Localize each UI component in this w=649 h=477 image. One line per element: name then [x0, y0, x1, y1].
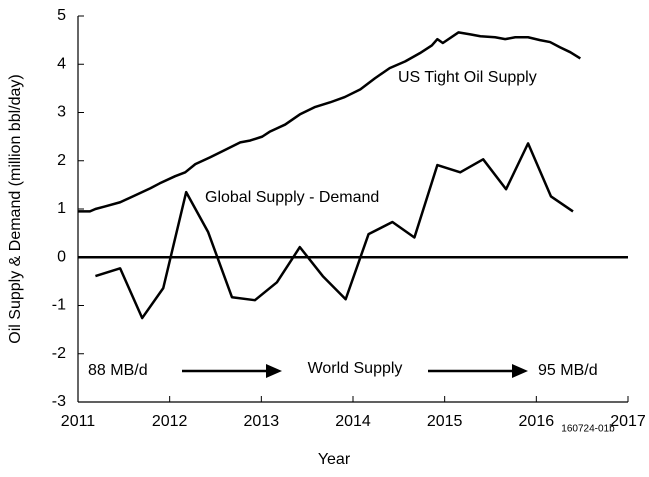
x-axis-title: Year: [318, 451, 351, 468]
arrow-head: [512, 364, 528, 378]
x-tick-label: 2012: [152, 413, 188, 430]
y-tick-label: -2: [52, 345, 66, 362]
y-axis-title: Oil Supply & Demand (million bbl/day): [7, 74, 24, 343]
annotation: 160724-01b: [561, 424, 615, 435]
x-tick-label: 2015: [427, 413, 463, 430]
annotation: 88 MB/d: [88, 362, 148, 379]
x-tick-label: 2017: [610, 413, 646, 430]
annotation: World Supply: [308, 360, 403, 377]
y-tick-label: -3: [52, 393, 66, 410]
y-tick-label: 4: [57, 55, 66, 72]
x-tick-label: 2013: [244, 413, 280, 430]
x-tick-label: 2014: [335, 413, 371, 430]
y-tick-label: 1: [57, 200, 66, 217]
series-label: US Tight Oil Supply: [398, 69, 537, 86]
arrow-head: [266, 364, 282, 378]
series-line: [78, 31, 581, 213]
annotation: 95 MB/d: [538, 362, 598, 379]
y-tick-label: -1: [52, 297, 66, 314]
x-tick-label: 2016: [519, 413, 555, 430]
y-tick-label: 2: [57, 152, 66, 169]
y-tick-label: 5: [57, 7, 66, 24]
y-tick-label: 3: [57, 104, 66, 121]
series-label: Global Supply - Demand: [205, 189, 379, 206]
series-line: [95, 142, 574, 320]
y-tick-label: 0: [57, 248, 66, 265]
x-tick-label: 2011: [61, 413, 96, 430]
arrows: [182, 364, 528, 378]
